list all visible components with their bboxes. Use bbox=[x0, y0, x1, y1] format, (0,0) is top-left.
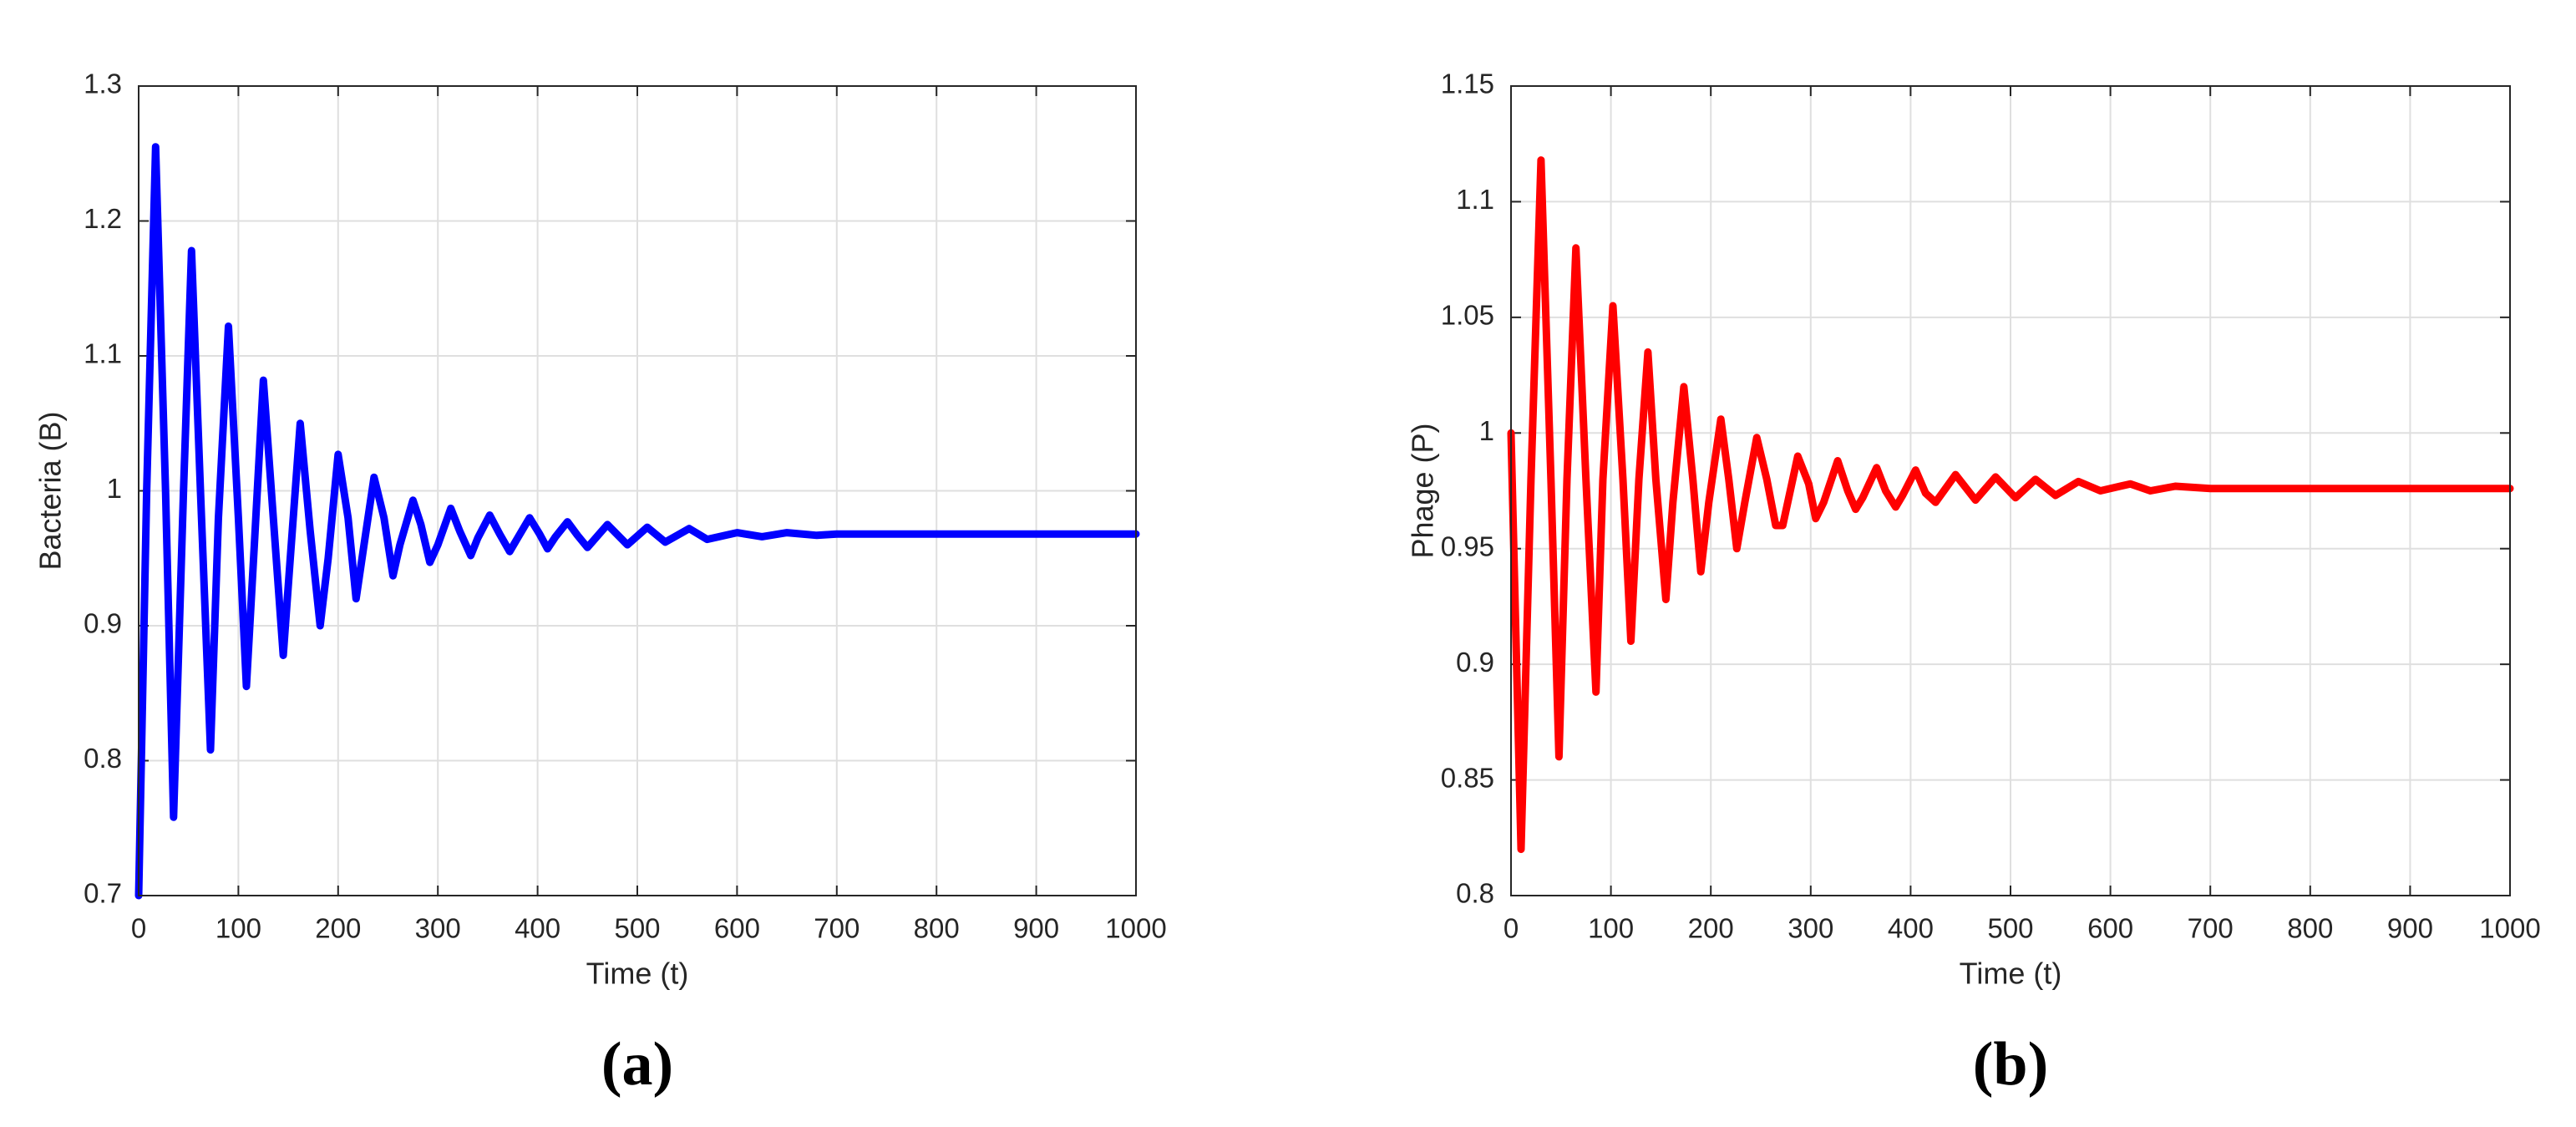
x-tick-label: 400 bbox=[515, 913, 560, 944]
x-tick-label: 500 bbox=[1987, 913, 2033, 944]
y-tick-label: 0.85 bbox=[1441, 762, 1494, 793]
x-tick-label: 300 bbox=[415, 913, 461, 944]
x-tick-label: 500 bbox=[614, 913, 660, 944]
y-tick-label: 1.1 bbox=[84, 338, 122, 369]
x-tick-label: 900 bbox=[1013, 913, 1059, 944]
y-tick-label: 1.15 bbox=[1441, 69, 1494, 99]
x-tick-label: 300 bbox=[1787, 913, 1833, 944]
x-tick-label: 200 bbox=[1688, 913, 1734, 944]
y-tick-label: 1 bbox=[107, 473, 122, 504]
x-tick-label: 700 bbox=[814, 913, 860, 944]
x-tick-label: 0 bbox=[1504, 913, 1519, 944]
y-tick-label: 1.05 bbox=[1441, 300, 1494, 331]
x-tick-label: 0 bbox=[131, 913, 146, 944]
y-tick-label: 0.95 bbox=[1441, 531, 1494, 561]
x-tick-label: 100 bbox=[1588, 913, 1634, 944]
x-tick-label: 800 bbox=[914, 913, 960, 944]
y-tick-label: 1 bbox=[1479, 415, 1494, 446]
x-tick-label: 900 bbox=[2387, 913, 2433, 944]
data-line bbox=[1507, 156, 2514, 854]
y-axis-label: Phage (P) bbox=[1406, 423, 1440, 558]
x-tick-label: 100 bbox=[216, 913, 261, 944]
x-tick-label: 600 bbox=[2087, 913, 2133, 944]
x-tick-label: 600 bbox=[714, 913, 760, 944]
y-tick-label: 1.1 bbox=[1456, 184, 1494, 215]
x-tick-label: 1000 bbox=[2479, 913, 2540, 944]
x-tick-label: 400 bbox=[1888, 913, 1934, 944]
data-line bbox=[134, 143, 1140, 900]
y-tick-label: 1.2 bbox=[84, 203, 122, 234]
axes-box bbox=[1510, 85, 2511, 896]
y-tick-label: 0.8 bbox=[84, 743, 122, 774]
y-tick-label: 0.9 bbox=[84, 608, 122, 639]
x-tick-label: 200 bbox=[315, 913, 361, 944]
y-axis-label: Bacteria (B) bbox=[33, 411, 68, 570]
panel-label: (a) bbox=[601, 1030, 673, 1099]
y-tick-label: 1.3 bbox=[84, 69, 122, 99]
y-tick-label: 0.8 bbox=[1456, 878, 1494, 909]
y-tick-label: 0.9 bbox=[1456, 647, 1494, 678]
x-tick-label: 1000 bbox=[1105, 913, 1166, 944]
x-axis-label: Time (t) bbox=[586, 957, 689, 991]
y-tick-label: 0.7 bbox=[84, 878, 122, 909]
x-axis-label: Time (t) bbox=[1960, 957, 2062, 991]
axes-box bbox=[138, 85, 1137, 896]
panel-label: (b) bbox=[1973, 1030, 2048, 1099]
x-tick-label: 700 bbox=[2188, 913, 2234, 944]
x-tick-label: 800 bbox=[2287, 913, 2333, 944]
